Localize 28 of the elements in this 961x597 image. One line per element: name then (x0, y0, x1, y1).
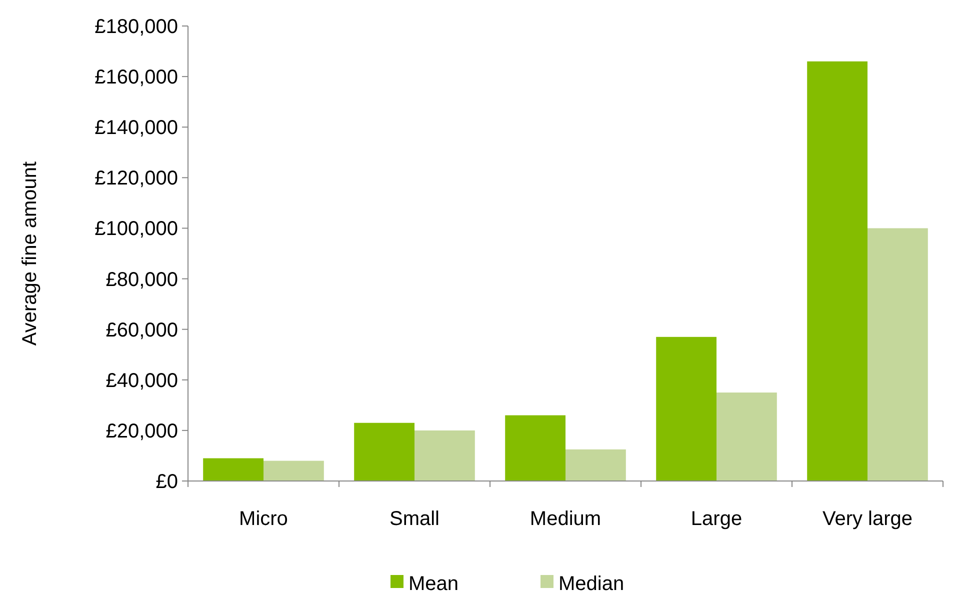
bar (807, 61, 868, 481)
bar (414, 430, 475, 481)
bar (203, 458, 264, 481)
y-tick-label: £60,000 (106, 319, 178, 342)
x-tick-label: Small (389, 508, 440, 530)
y-tick-label: £160,000 (94, 66, 178, 89)
x-tick-label: Micro (239, 508, 288, 530)
x-tick-label: Very large (822, 508, 913, 530)
y-tick-label: £40,000 (106, 370, 178, 392)
bar (656, 336, 716, 481)
bar (354, 422, 414, 481)
y-tick-label: £140,000 (94, 117, 178, 140)
y-tick-label: £120,000 (94, 168, 178, 190)
legend-label: Mean (408, 573, 459, 595)
bar (716, 392, 777, 481)
y-axis-title: Average fine amount (19, 160, 41, 346)
legend-label: Median (558, 573, 624, 595)
y-tick-label: £20,000 (106, 420, 178, 442)
y-tick-label: £80,000 (106, 268, 178, 291)
bar (868, 228, 928, 481)
y-tick-label: £100,000 (94, 218, 178, 240)
bar (264, 460, 324, 481)
y-tick-label: £180,000 (94, 16, 178, 38)
bar (505, 415, 566, 481)
y-tick-label: £0 (156, 471, 178, 493)
bar (566, 449, 626, 481)
x-tick-label: Large (690, 508, 742, 530)
x-tick-label: Medium (530, 508, 602, 530)
